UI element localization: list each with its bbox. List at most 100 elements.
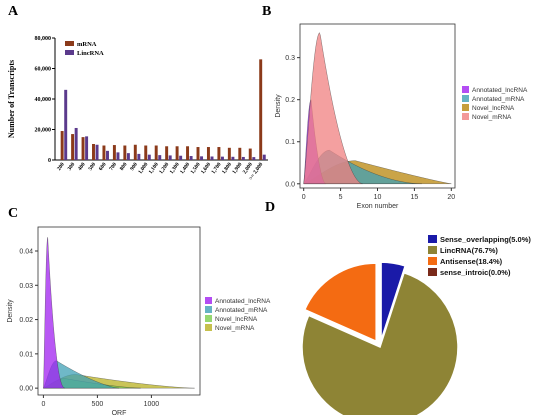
y-tick-label: 80,000	[35, 36, 52, 42]
bar-lincrna	[126, 153, 130, 160]
legend-swatch	[462, 104, 469, 111]
x-tick-label: 1,300	[169, 162, 181, 176]
x-tick-label: 1,500	[190, 162, 202, 176]
bar-mrna	[206, 147, 210, 160]
x-tick-label: 300	[67, 162, 77, 172]
legend-swatch	[205, 306, 212, 313]
panel-label-c: C	[8, 206, 19, 221]
bar-mrna	[238, 147, 242, 160]
legend-swatch	[428, 246, 437, 254]
y-axis-label: Number of Transcripts	[7, 60, 16, 138]
x-axis-label: ORF	[112, 410, 127, 415]
bar-mrna	[112, 145, 116, 160]
x-tick-label: 400	[77, 162, 87, 172]
bar-mrna	[154, 145, 158, 160]
bar-mrna	[60, 131, 64, 160]
bar-mrna	[259, 59, 263, 160]
x-tick-label: 1,800	[221, 162, 233, 176]
legend-swatch	[462, 113, 469, 120]
chart-a: 0 20,000 40,000 60,000 80,000 Number of Trans…	[7, 36, 268, 182]
pie-slice-lincrna	[301, 271, 459, 415]
plot-frame	[37, 226, 201, 396]
legend-swatch	[462, 86, 469, 93]
x-tick-label: 1,100	[148, 162, 160, 176]
y-tick-label: 40,000	[35, 97, 52, 103]
legend-label: Novel_lncRNA	[215, 316, 258, 323]
legend-label: Annotated_lncRNA	[215, 298, 271, 305]
bar-mrna	[175, 146, 179, 160]
chart-d: Sense_overlapping(5.0%) LincRNA(76.7%) Ant…	[301, 235, 531, 415]
bar-mrna	[144, 145, 148, 160]
legend-label: Sense_overlapping(5.0%)	[440, 235, 531, 244]
bar-lincrna	[189, 156, 193, 160]
legend-swatch	[428, 235, 437, 243]
bar-lincrna	[147, 154, 151, 160]
x-tick-label: 1,700	[211, 162, 223, 176]
legend-swatch	[428, 268, 437, 276]
legend-swatch-mrna	[65, 41, 74, 46]
bar-lincrna	[64, 89, 68, 160]
density-annotated_lncrna	[43, 237, 66, 389]
legend-label: Novel_mRNA	[215, 325, 255, 332]
legend-label-lincrna: LincRNA	[77, 50, 104, 57]
y-axis-label: Density	[275, 94, 282, 118]
bar-mrna	[123, 145, 127, 160]
x-tick-label: 500	[88, 162, 98, 172]
x-tick-label: 200	[56, 162, 66, 172]
bar-lincrna	[179, 155, 183, 160]
legend-swatch	[205, 315, 212, 322]
legend-swatch	[462, 95, 469, 102]
legend-label: Antisense(18.4%)	[440, 257, 503, 266]
chart-b: 0 5 10 15 20 0.0 0.1 0.2 0.3 Exon number Density An…	[275, 23, 528, 208]
legend-swatch	[428, 257, 437, 265]
x-tick-label: 1,000	[137, 162, 149, 176]
legend-label: Annotated_mRNA	[472, 96, 525, 103]
legend-label: sense_introic(0.0%)	[440, 268, 511, 277]
density-novel_mrna	[303, 32, 363, 184]
legend-label: LincRNA(76.7%)	[440, 246, 498, 255]
y-tick-label: 0.02	[19, 317, 33, 324]
legend-swatch	[205, 297, 212, 304]
bar-lincrna	[106, 150, 109, 160]
legend-swatch-lincrna	[65, 50, 74, 55]
legend-label-mrna: mRNA	[77, 41, 97, 48]
x-tick-label: 700	[108, 162, 118, 172]
y-tick-label: 0.0	[285, 181, 295, 188]
bar-lincrna	[231, 156, 235, 160]
x-tick-label: 900	[129, 162, 139, 172]
y-tick-label: 60,000	[35, 67, 52, 73]
y-tick-label: 0.1	[285, 139, 295, 146]
y-tick-label: 0.04	[19, 249, 33, 256]
y-axis-label: Density	[7, 299, 14, 323]
bar-mrna	[81, 137, 85, 160]
bar-lincrna	[137, 153, 141, 160]
x-tick-label: 1,600	[200, 162, 212, 176]
bar-mrna	[133, 144, 137, 160]
x-tick-label: 0	[41, 401, 45, 408]
bar-lincrna	[74, 127, 78, 160]
chart-c: 0 500 1000 0.00 0.01 0.02 0.03 0.04 ORF Density An…	[7, 226, 271, 415]
x-tick-label: 500	[92, 401, 104, 408]
legend-label: Novel_lncRNA	[472, 105, 515, 112]
bar-lincrna	[262, 154, 266, 160]
bar-lincrna	[252, 157, 256, 160]
x-tick-label: 800	[119, 162, 129, 172]
y-tick-label: 0.03	[19, 283, 33, 290]
x-tick-label: 0	[302, 194, 306, 201]
x-tick-label: 15	[411, 194, 419, 201]
legend-label: Novel_mRNA	[472, 114, 512, 121]
x-axis-label: Exon number	[357, 203, 399, 208]
bar-lincrna	[200, 156, 204, 160]
panel-label-d: D	[265, 200, 276, 215]
y-tick-label: 20,000	[35, 128, 52, 134]
legend-swatch	[205, 324, 212, 331]
y-tick-label: 0.2	[285, 97, 295, 104]
panel-label-a: A	[8, 4, 19, 19]
bar-lincrna	[168, 155, 172, 160]
x-tick-label: 1000	[144, 401, 160, 408]
bar-mrna	[92, 143, 95, 160]
y-tick-label: 0.3	[285, 55, 295, 62]
bar-mrna	[165, 146, 169, 160]
bar-lincrna	[95, 144, 99, 160]
x-tick-label: 20	[447, 194, 455, 201]
